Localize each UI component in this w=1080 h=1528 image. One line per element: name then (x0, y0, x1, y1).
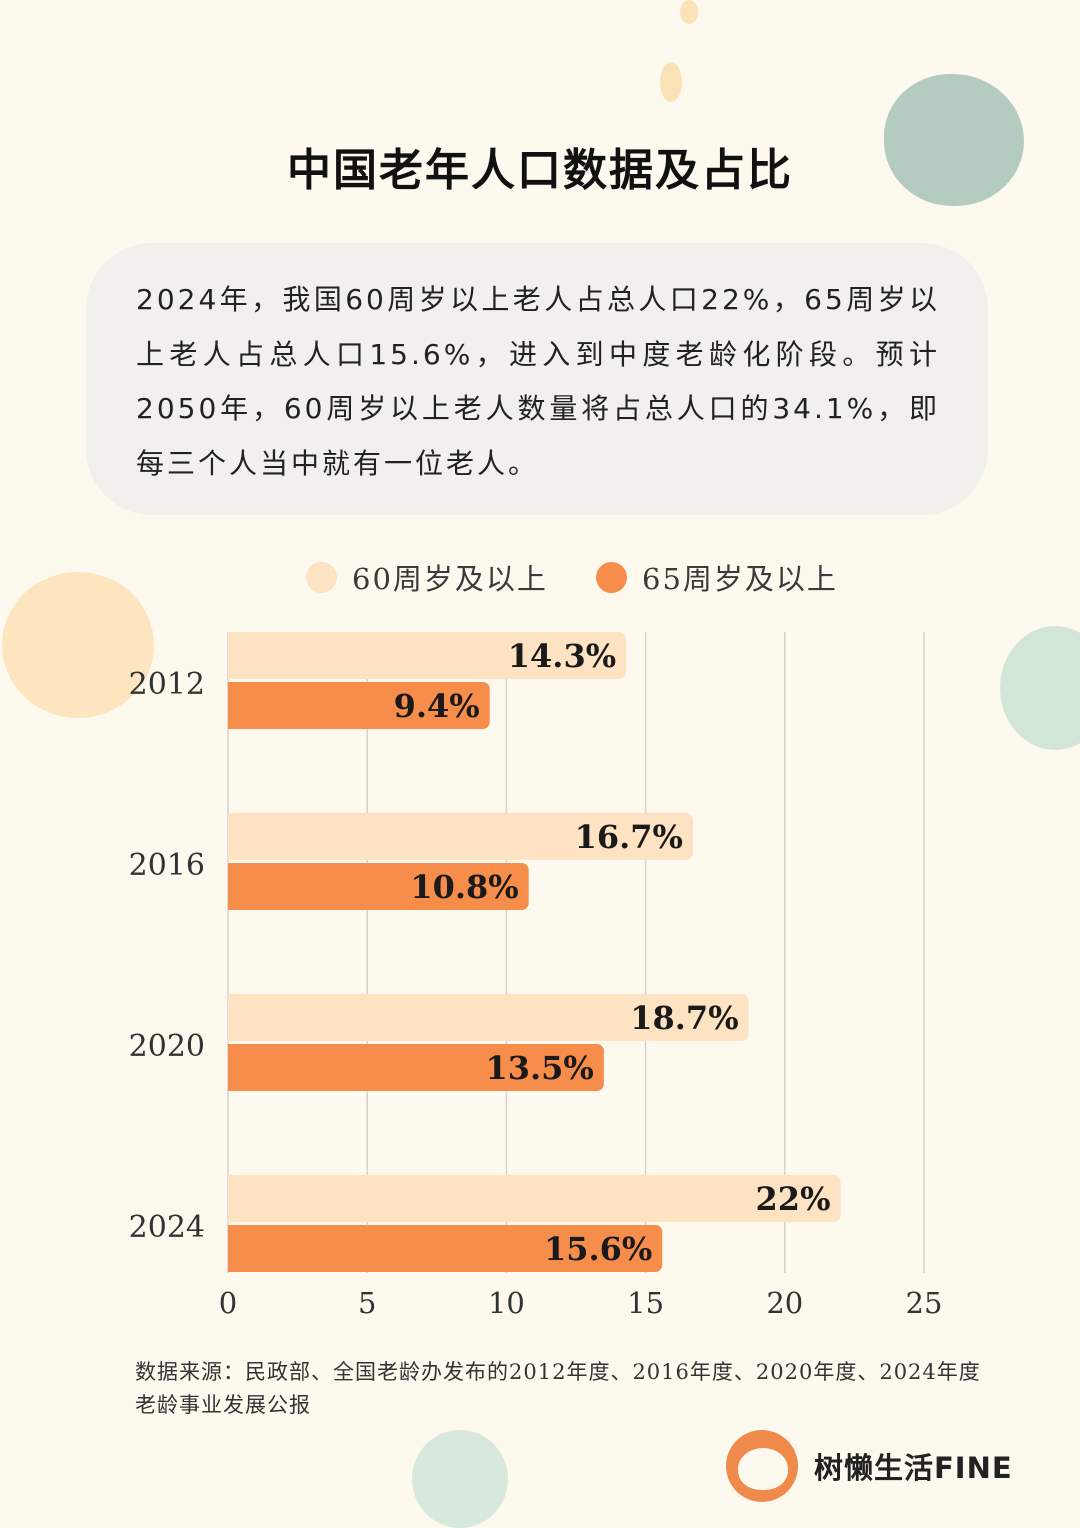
data-label-2016-s0: 16.7% (575, 818, 683, 856)
legend-label-60: 60周岁及以上 (352, 562, 548, 596)
intro-card: 2024年，我国60周岁以上老人占总人口22%，65周岁以上老人占总人口15.6… (86, 243, 988, 515)
bar-edge-2024-s0 (228, 1175, 238, 1222)
legend-item-65: 65周岁及以上 (596, 556, 838, 598)
decor-drop-top (680, 0, 698, 24)
x-tick-label-25: 25 (906, 1286, 943, 1320)
data-label-2024-s0: 22% (756, 1180, 831, 1218)
bar-2020-s1 (228, 1044, 604, 1091)
x-tick-label-20: 20 (766, 1286, 803, 1320)
data-label-2024-s1: 15.6% (544, 1230, 652, 1268)
category-label-2012: 2012 (129, 667, 205, 702)
bar-2012-s0 (228, 632, 627, 679)
source-line-2: 老龄事业发展公报 (135, 1393, 311, 1417)
source-line-1: 数据来源：民政部、全国老龄办发布的2012年度、2016年度、2020年度、20… (135, 1360, 981, 1384)
brand-name: 树懒生活FINE (814, 1451, 1013, 1485)
bar-edge-2012-s1 (228, 682, 238, 729)
legend-label-65: 65周岁及以上 (642, 562, 838, 596)
chart-legend: 60周岁及以上 65周岁及以上 (0, 556, 1080, 600)
bar-edge-2016-s1 (228, 863, 238, 910)
x-tick-label-15: 15 (627, 1286, 664, 1320)
data-label-2012-s1: 9.4% (394, 687, 480, 725)
bar-2024-s1 (228, 1225, 663, 1272)
data-label-2020-s0: 18.7% (630, 999, 738, 1037)
data-label-2012-s0: 14.3% (508, 637, 616, 675)
bar-edge-2012-s0 (228, 632, 238, 679)
category-label-2016: 2016 (129, 848, 205, 883)
page-title: 中国老年人口数据及占比 (287, 145, 793, 196)
bar-edge-2024-s1 (228, 1225, 238, 1272)
decor-blob-green-top (884, 74, 1024, 206)
brand-mark: 树懒生活FINE (726, 1424, 1036, 1508)
x-tick-label-0: 0 (219, 1286, 237, 1320)
legend-item-60: 60周岁及以上 (306, 556, 548, 598)
bar-2016-s0 (228, 813, 693, 860)
bar-edge-2020-s1 (228, 1044, 238, 1091)
decor-blob-green-right (1000, 626, 1080, 750)
bar-edge-2020-s0 (228, 994, 238, 1041)
decor-blob-green-bottom (412, 1430, 508, 1528)
data-label-2016-s1: 10.8% (410, 868, 518, 906)
data-source-note: 数据来源：民政部、全国老龄办发布的2012年度、2016年度、2020年度、20… (135, 1356, 995, 1422)
bar-edge-2016-s0 (228, 813, 238, 860)
intro-text: 2024年，我国60周岁以上老人占总人口22%，65周岁以上老人占总人口15.6… (136, 283, 940, 480)
x-tick-label-5: 5 (358, 1286, 376, 1320)
legend-swatch-65 (596, 561, 627, 593)
bar-2020-s0 (228, 994, 749, 1041)
decor-blob-yellow-left (2, 572, 154, 718)
category-label-2024: 2024 (129, 1210, 205, 1245)
category-label-2020: 2020 (129, 1029, 205, 1064)
bar-2024-s0 (228, 1175, 841, 1222)
bar-chart: 14.3%9.4%201216.7%10.8%201618.7%13.5%202… (129, 632, 943, 1320)
bar-2012-s1 (228, 682, 490, 729)
legend-swatch-60 (306, 561, 337, 593)
bar-2016-s1 (228, 863, 529, 910)
x-tick-label-10: 10 (488, 1286, 525, 1320)
decor-drop-mid (660, 62, 682, 102)
sloth-logo-icon (726, 1430, 798, 1502)
data-label-2020-s1: 13.5% (485, 1049, 593, 1087)
